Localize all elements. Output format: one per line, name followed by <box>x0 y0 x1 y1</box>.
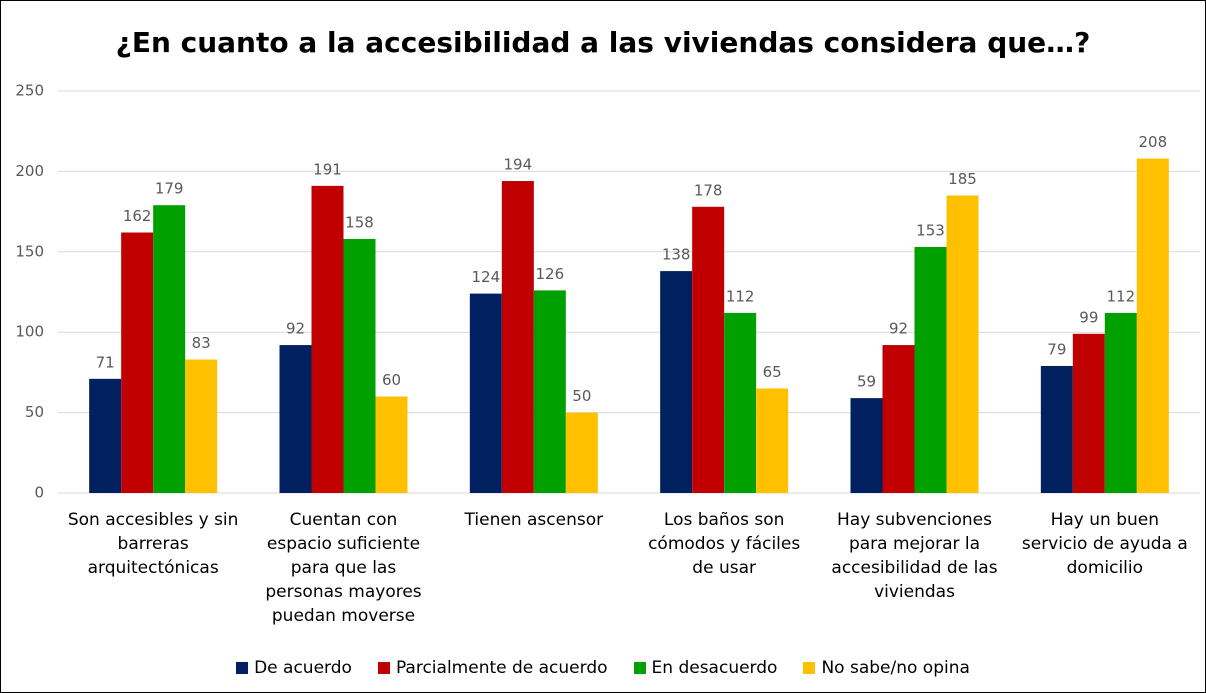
bar <box>882 345 915 493</box>
chart-title: ¿En cuanto a la accesibilidad a las vivi… <box>115 26 1091 59</box>
bar <box>501 181 534 493</box>
legend-swatch <box>803 662 816 674</box>
bar <box>121 232 154 493</box>
data-label: 71 <box>96 353 115 371</box>
bar <box>1040 365 1073 493</box>
legend-swatch <box>377 662 390 674</box>
legend-item: No sabe/no opina <box>803 658 970 678</box>
data-label: 158 <box>345 213 374 231</box>
y-tick-label: 0 <box>34 484 44 502</box>
y-tick-label: 250 <box>15 82 44 100</box>
y-tick-label: 100 <box>15 323 44 341</box>
data-label: 178 <box>694 181 723 199</box>
data-label: 179 <box>155 180 184 198</box>
bar <box>724 312 757 493</box>
data-label: 208 <box>1139 133 1168 151</box>
legend-label: No sabe/no opina <box>821 658 970 678</box>
legend: De acuerdo Parcialmente de acuerdo En desa… <box>0 658 1206 678</box>
bar <box>533 290 566 493</box>
y-tick-label: 200 <box>15 162 44 180</box>
legend-item: Parcialmente de acuerdo <box>377 658 608 678</box>
data-label: 126 <box>536 265 565 283</box>
y-tick-label: 150 <box>15 242 44 260</box>
legend-item: En desacuerdo <box>633 658 778 678</box>
data-label: 185 <box>948 170 977 188</box>
legend-swatch <box>236 662 249 674</box>
bar <box>469 293 502 493</box>
bar <box>1104 312 1137 493</box>
data-label: 83 <box>192 334 211 352</box>
data-label: 153 <box>916 221 945 239</box>
bar <box>185 359 218 493</box>
legend-label: Parcialmente de acuerdo <box>395 658 608 678</box>
data-label: 124 <box>472 268 501 286</box>
y-tick-label: 50 <box>25 403 44 421</box>
data-label: 92 <box>286 320 305 338</box>
data-label: 92 <box>889 320 908 338</box>
x-tick-label: Hay un buen servicio de ayuda a domicili… <box>1021 510 1188 578</box>
legend-item: De acuerdo <box>236 658 352 678</box>
bar <box>946 195 979 493</box>
data-label: 59 <box>857 373 876 391</box>
bar <box>660 271 693 493</box>
bar <box>1072 333 1105 493</box>
bar <box>279 345 312 493</box>
data-label: 191 <box>313 160 342 178</box>
bar <box>89 378 122 493</box>
data-label: 79 <box>1047 340 1066 358</box>
x-tick-label: Son accesibles y sin barreras arquitectó… <box>67 510 239 578</box>
data-label: 138 <box>662 246 691 264</box>
legend-label: En desacuerdo <box>651 658 778 678</box>
data-label: 65 <box>763 363 782 381</box>
data-label: 50 <box>572 387 591 405</box>
x-tick-label: Tienen ascensor <box>464 510 604 530</box>
bar <box>565 412 598 493</box>
bar <box>343 238 376 493</box>
data-label: 194 <box>504 156 533 174</box>
x-tick-label: Los baños son cómodos y fáciles de usar <box>648 510 801 578</box>
x-tick-label: Cuentan con espacio suficiente para que … <box>265 510 422 626</box>
bar <box>311 185 344 493</box>
bar <box>914 246 947 493</box>
data-label: 112 <box>726 287 755 305</box>
bar <box>850 398 883 493</box>
data-label: 162 <box>123 207 152 225</box>
bar <box>756 388 789 493</box>
legend-swatch <box>633 662 646 674</box>
bar <box>692 206 725 493</box>
bar <box>1136 158 1169 493</box>
x-tick-label: Hay subvenciones para mejorar la accesib… <box>831 510 998 602</box>
bar <box>153 205 186 493</box>
data-label: 99 <box>1079 308 1098 326</box>
legend-label: De acuerdo <box>254 658 352 678</box>
data-label: 112 <box>1107 287 1136 305</box>
data-label: 60 <box>382 371 401 389</box>
bar <box>375 396 408 493</box>
